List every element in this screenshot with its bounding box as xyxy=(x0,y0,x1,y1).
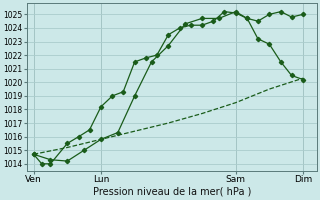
X-axis label: Pression niveau de la mer( hPa ): Pression niveau de la mer( hPa ) xyxy=(92,187,251,197)
